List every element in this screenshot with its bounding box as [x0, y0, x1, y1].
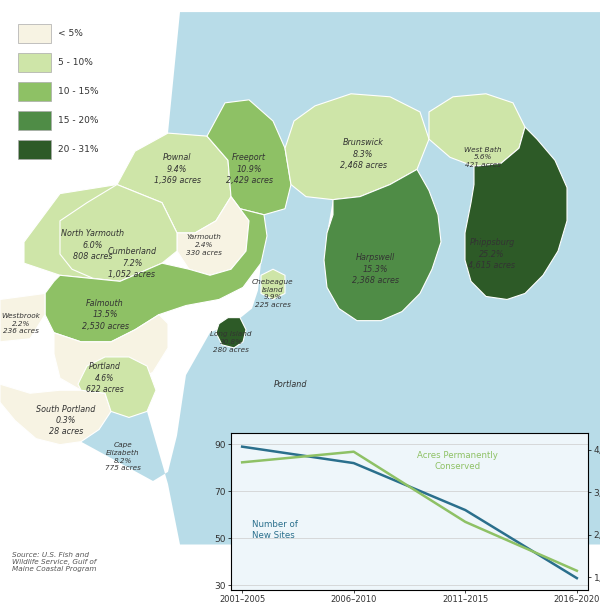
- Polygon shape: [324, 169, 441, 321]
- Polygon shape: [45, 209, 267, 342]
- Text: Source: U.S. Fish and
Wildlife Service, Gulf of
Maine Coastal Program: Source: U.S. Fish and Wildlife Service, …: [12, 552, 97, 572]
- Text: Westbrook
2.2%
236 acres: Westbrook 2.2% 236 acres: [2, 313, 40, 335]
- Polygon shape: [207, 100, 291, 215]
- Text: South Portland
0.3%
28 acres: South Portland 0.3% 28 acres: [37, 405, 95, 436]
- Polygon shape: [54, 315, 168, 393]
- Polygon shape: [24, 185, 177, 281]
- Bar: [18, 82, 51, 101]
- Bar: [18, 111, 51, 130]
- Text: Portland: Portland: [274, 380, 308, 388]
- Text: West Bath
5.6%
421 acres: West Bath 5.6% 421 acres: [464, 146, 502, 168]
- Text: < 5%: < 5%: [58, 29, 83, 38]
- Text: Portland
4.6%
622 acres: Portland 4.6% 622 acres: [86, 362, 124, 394]
- Polygon shape: [216, 318, 246, 348]
- Bar: [18, 24, 51, 43]
- Polygon shape: [465, 127, 567, 299]
- Text: Falmouth
13.5%
2,530 acres: Falmouth 13.5% 2,530 acres: [82, 299, 128, 330]
- Text: Acres Permanently
Conserved: Acres Permanently Conserved: [416, 451, 497, 471]
- Polygon shape: [261, 269, 285, 299]
- Polygon shape: [429, 94, 525, 166]
- Text: Number of
New Sites: Number of New Sites: [253, 520, 298, 540]
- Polygon shape: [60, 185, 177, 281]
- Text: Pownal
9.4%
1,369 acres: Pownal 9.4% 1,369 acres: [154, 154, 200, 185]
- Polygon shape: [81, 12, 600, 544]
- Polygon shape: [117, 133, 231, 233]
- Text: North Yarmouth
6.0%
808 acres: North Yarmouth 6.0% 808 acres: [61, 229, 125, 261]
- Text: Yarmouth
2.4%
330 acres: Yarmouth 2.4% 330 acres: [186, 234, 222, 256]
- Text: Cumberland
7.2%
1,052 acres: Cumberland 7.2% 1,052 acres: [107, 247, 157, 279]
- Text: 10 - 15%: 10 - 15%: [58, 87, 99, 96]
- Polygon shape: [177, 197, 249, 275]
- Text: Freeport
10.9%
2,429 acres: Freeport 10.9% 2,429 acres: [226, 154, 272, 185]
- Text: 20 - 31%: 20 - 31%: [58, 145, 98, 154]
- Text: Long Island
30.8%
280 acres: Long Island 30.8% 280 acres: [210, 331, 252, 353]
- Polygon shape: [78, 357, 156, 417]
- Text: Brunswick
8.3%
2,468 acres: Brunswick 8.3% 2,468 acres: [340, 139, 386, 170]
- Bar: [18, 140, 51, 159]
- Text: 15 - 20%: 15 - 20%: [58, 116, 98, 125]
- Text: Chebeague
Island
9.9%
225 acres: Chebeague Island 9.9% 225 acres: [252, 279, 294, 308]
- Text: Phippsburg
25.2%
4,615 acres: Phippsburg 25.2% 4,615 acres: [469, 238, 515, 270]
- Polygon shape: [0, 293, 45, 342]
- Bar: [18, 53, 51, 72]
- Text: 5 - 10%: 5 - 10%: [58, 58, 93, 67]
- Text: Harpswell
15.3%
2,368 acres: Harpswell 15.3% 2,368 acres: [352, 253, 398, 285]
- Polygon shape: [0, 384, 111, 445]
- Polygon shape: [285, 94, 429, 200]
- Text: Cape
Elizabeth
8.2%
775 acres: Cape Elizabeth 8.2% 775 acres: [105, 442, 141, 471]
